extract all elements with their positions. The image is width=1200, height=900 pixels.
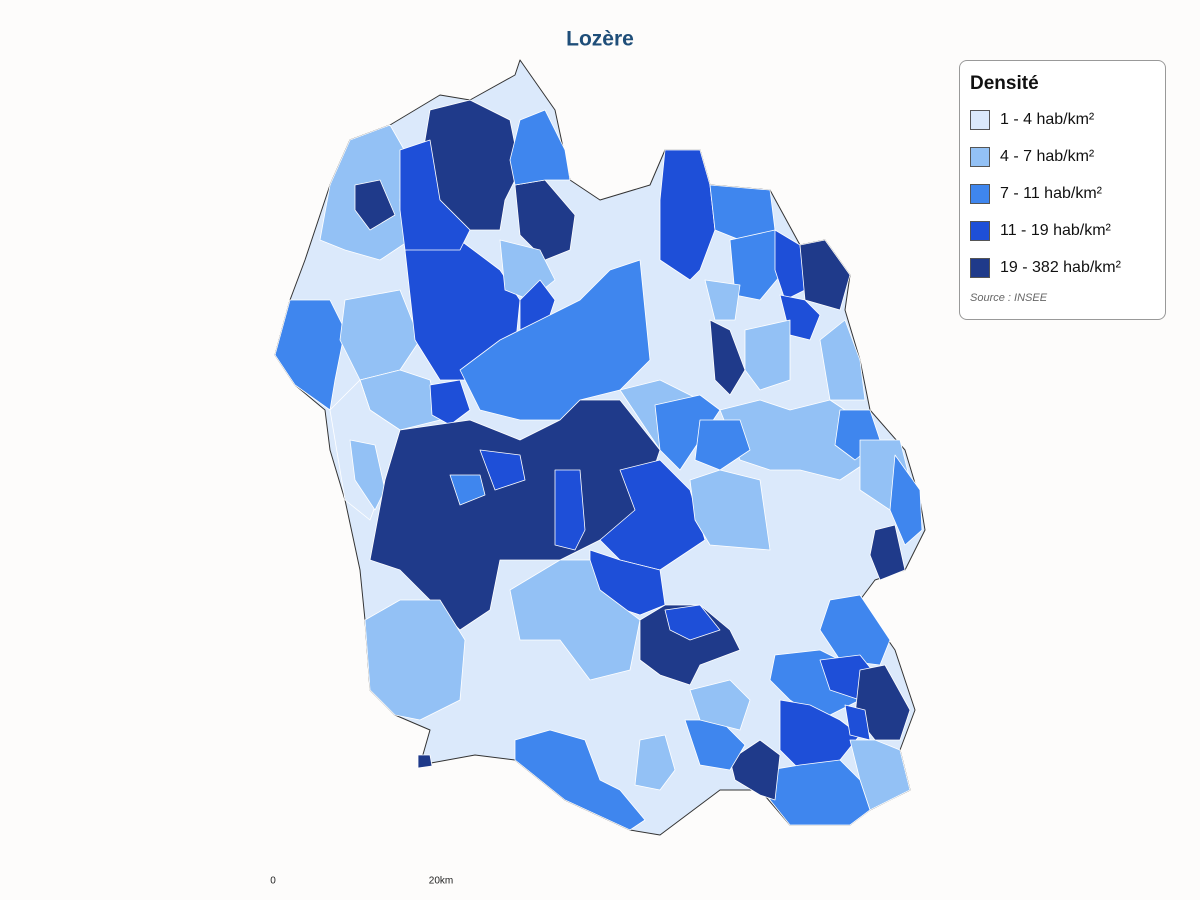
region	[769, 759, 871, 826]
region	[509, 559, 641, 681]
region	[449, 474, 486, 506]
region	[779, 699, 861, 771]
region	[664, 604, 721, 641]
region	[819, 594, 891, 666]
region	[704, 279, 741, 321]
legend-swatch	[970, 220, 990, 241]
legend-item: 19 - 382 hab/km²	[970, 249, 1155, 286]
region	[774, 229, 806, 301]
legend-item: 1 - 4 hab/km²	[970, 101, 1155, 138]
region	[819, 319, 866, 401]
region	[634, 734, 676, 791]
legend-item: 11 - 19 hab/km²	[970, 212, 1155, 249]
legend-swatch	[970, 183, 990, 204]
legend-item: 4 - 7 hab/km²	[970, 138, 1155, 175]
region	[744, 319, 791, 391]
region	[554, 469, 586, 551]
legend-label: 19 - 382 hab/km²	[1000, 258, 1121, 276]
legend-label: 4 - 7 hab/km²	[1000, 147, 1095, 165]
region	[369, 399, 661, 631]
region	[399, 139, 471, 251]
scale-label: 20km	[429, 876, 453, 887]
source: Source : INSEE	[970, 292, 1048, 304]
legend-label: 11 - 19 hab/km²	[1000, 221, 1111, 239]
legend-items: 1 - 4 hab/km² 4 - 7 hab/km² 7 - 11 hab/km²…	[970, 101, 1155, 286]
region	[514, 729, 646, 831]
region	[274, 299, 346, 411]
region	[354, 179, 396, 231]
region	[659, 149, 716, 281]
legend-label: 7 - 11 hab/km²	[1000, 184, 1102, 202]
map-title: Lozère	[566, 28, 634, 51]
legend-title: Densité	[970, 73, 1039, 94]
region	[709, 184, 776, 241]
legend-swatch	[970, 146, 990, 167]
region	[689, 469, 771, 551]
region	[799, 239, 851, 311]
region	[459, 259, 651, 421]
scale-label: 0	[270, 876, 276, 887]
legend-swatch	[970, 257, 990, 278]
region	[694, 419, 751, 471]
legend-item: 7 - 11 hab/km²	[970, 175, 1155, 212]
region	[869, 524, 906, 581]
region	[417, 754, 433, 769]
regions	[274, 59, 926, 836]
region	[689, 679, 751, 731]
region	[729, 739, 781, 801]
legend: Densité 1 - 4 hab/km² 4 - 7 hab/km² 7 - 11…	[959, 60, 1166, 320]
region	[509, 109, 571, 186]
legend-swatch	[970, 109, 990, 130]
scale-bar: 0 20km	[270, 876, 453, 887]
legend-label: 1 - 4 hab/km²	[1000, 110, 1095, 128]
region	[429, 379, 471, 426]
region	[364, 599, 466, 721]
region	[709, 319, 746, 396]
region	[349, 439, 386, 511]
region	[889, 454, 923, 546]
region	[479, 449, 526, 491]
